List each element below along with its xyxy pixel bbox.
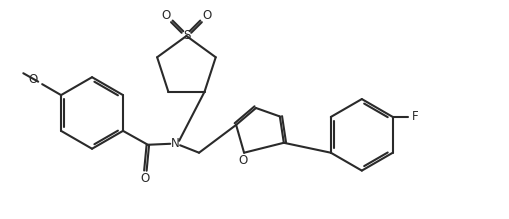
Text: S: S: [182, 30, 190, 42]
Text: N: N: [171, 137, 179, 150]
Text: O: O: [202, 9, 211, 22]
Text: O: O: [161, 9, 170, 22]
Text: O: O: [238, 154, 247, 167]
Text: O: O: [140, 172, 150, 185]
Text: F: F: [411, 110, 418, 124]
Text: O: O: [29, 73, 38, 86]
